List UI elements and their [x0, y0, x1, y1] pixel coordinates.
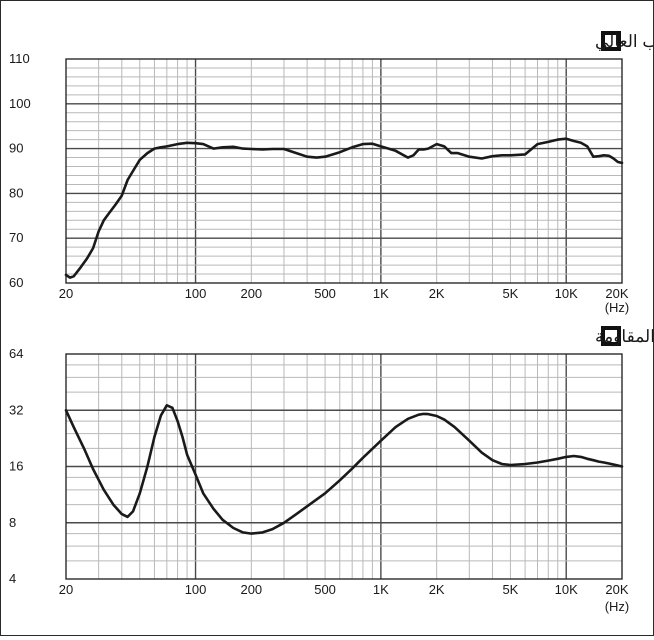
x-ticks: 20 100 200 500 1K 2K 5K 10K 20K	[59, 582, 629, 597]
title-square-icon	[601, 31, 621, 51]
x-tick-label: 10K	[555, 582, 578, 597]
y-tick-label: 90	[9, 141, 23, 156]
impedance-chart: خصائص المقاومة 4 8 16 32 64 20 100 200 500 1K 2K 5…	[9, 326, 654, 614]
title-square-icon	[601, 326, 621, 346]
y-tick-label: 4	[9, 571, 16, 586]
y-tick-label: 70	[9, 230, 23, 245]
x-ticks: 20 100 200 500 1K 2K 5K 10K 20K	[59, 286, 629, 301]
x-tick-label: 5K	[502, 286, 518, 301]
y-tick-label: 32	[9, 402, 23, 417]
y-tick-label: 100	[9, 96, 31, 111]
x-tick-label: 100	[185, 582, 207, 597]
x-tick-label: 10K	[555, 286, 578, 301]
y-tick-label: 64	[9, 346, 23, 361]
y-tick-label: 60	[9, 275, 23, 290]
x-tick-label: 1K	[373, 286, 389, 301]
chart-title: خصائص المقاومة	[595, 327, 653, 347]
y-tick-label: 16	[9, 459, 23, 474]
x-tick-label: 500	[314, 582, 336, 597]
grid	[65, 58, 623, 284]
x-tick-label: 20	[59, 582, 73, 597]
y-tick-label: 8	[9, 515, 16, 530]
chart-title: أمام مكبر الصوت للملعب العالي	[595, 30, 653, 52]
x-tick-label: 20K	[605, 286, 628, 301]
x-tick-label: 2K	[429, 286, 445, 301]
x-tick-label: 2K	[429, 582, 445, 597]
y-tick-label: 80	[9, 185, 23, 200]
unit-label: (Hz)	[605, 599, 630, 614]
unit-label: (Hz)	[605, 300, 630, 315]
x-tick-label: 200	[240, 582, 262, 597]
x-tick-label: 5K	[502, 582, 518, 597]
y-tick-label: 110	[9, 51, 30, 66]
x-tick-label: 500	[314, 286, 336, 301]
frequency-response-chart: أمام مكبر الصوت للملعب العالي 60 70 80 90 10…	[9, 30, 654, 315]
series-line	[64, 403, 624, 535]
y-ticks: 4 8 16 32 64	[9, 346, 23, 586]
grid	[65, 353, 623, 580]
x-tick-label: 20	[59, 286, 73, 301]
plot-border	[65, 58, 623, 284]
x-tick-label: 100	[185, 286, 207, 301]
x-tick-label: 20K	[605, 582, 628, 597]
x-tick-label: 1K	[373, 582, 389, 597]
y-ticks: 60 70 80 90 100 110	[9, 51, 31, 290]
series-line	[64, 137, 624, 279]
x-tick-label: 200	[240, 286, 262, 301]
